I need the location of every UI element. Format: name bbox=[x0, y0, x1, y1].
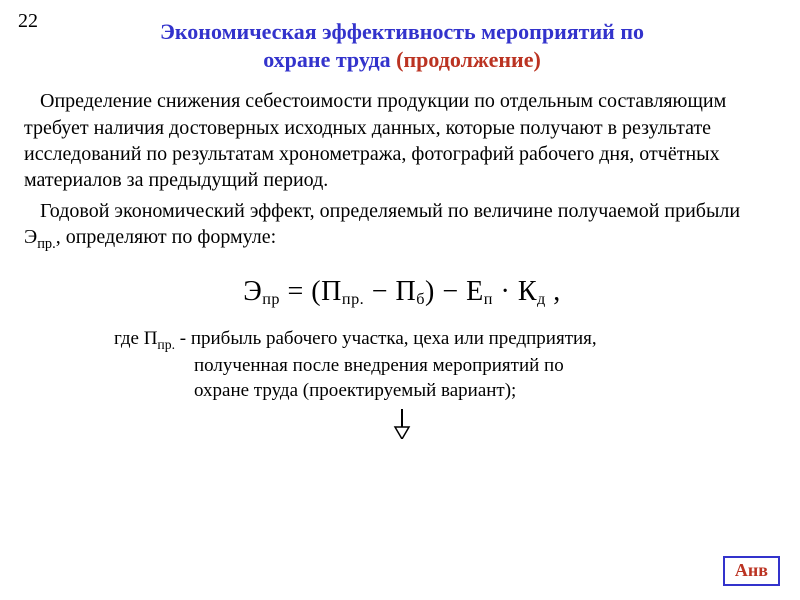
sym-end: , bbox=[546, 276, 561, 307]
title-line2-red: (продолжение) bbox=[396, 47, 541, 72]
sym-K-sub: д bbox=[537, 290, 546, 308]
down-arrow-icon bbox=[393, 409, 411, 439]
slide-title: Экономическая эффективность мероприятий … bbox=[54, 18, 750, 74]
p2-sub: пр. bbox=[37, 236, 56, 252]
sym-eq: = ( bbox=[280, 276, 321, 307]
sym-P2: П bbox=[396, 276, 417, 307]
title-line2-blue: охране труда bbox=[263, 47, 396, 72]
where-a: где П bbox=[114, 328, 157, 349]
slide: 22 Экономическая эффективность мероприят… bbox=[0, 0, 800, 600]
anv-button[interactable]: Анв bbox=[723, 556, 780, 586]
where-line-1: где Ппр. - прибыль рабочего участка, цех… bbox=[114, 327, 780, 354]
title-line1: Экономическая эффективность мероприятий … bbox=[160, 19, 644, 44]
page-number: 22 bbox=[18, 10, 38, 33]
sym-P1: П bbox=[321, 276, 342, 307]
where-line-3: охране труда (проектируемый вариант); bbox=[194, 379, 780, 404]
where-line-2: полученная после внедрения мероприятий п… bbox=[194, 354, 780, 379]
sym-Ek-sub: п bbox=[484, 290, 493, 308]
formula-block: Эпр = (Ппр. − Пб) − Еп · Кд , bbox=[24, 276, 780, 309]
body-text: Определение снижения себестоимости проду… bbox=[24, 88, 780, 254]
sym-K: К bbox=[518, 276, 537, 307]
paragraph-2: Годовой экономический эффект, определяем… bbox=[24, 198, 780, 254]
sym-E: Э bbox=[243, 276, 262, 307]
down-arrow-wrap bbox=[24, 409, 780, 444]
sym-dot: · bbox=[493, 276, 518, 307]
where-sub: пр. bbox=[157, 337, 175, 352]
paragraph-1: Определение снижения себестоимости проду… bbox=[24, 88, 780, 194]
sym-P2-sub: б bbox=[416, 290, 425, 308]
sym-Ek: Е bbox=[466, 276, 484, 307]
formula: Эпр = (Ппр. − Пб) − Еп · Кд , bbox=[243, 276, 561, 309]
sym-close: ) − bbox=[425, 276, 466, 307]
sym-minus: − bbox=[364, 276, 395, 307]
sym-P1-sub: пр. bbox=[342, 290, 364, 308]
p2-part-b: , определяют по формуле: bbox=[56, 226, 277, 248]
where-b: - прибыль рабочего участка, цеха или пре… bbox=[175, 328, 597, 349]
sym-E-sub: пр bbox=[262, 290, 280, 308]
